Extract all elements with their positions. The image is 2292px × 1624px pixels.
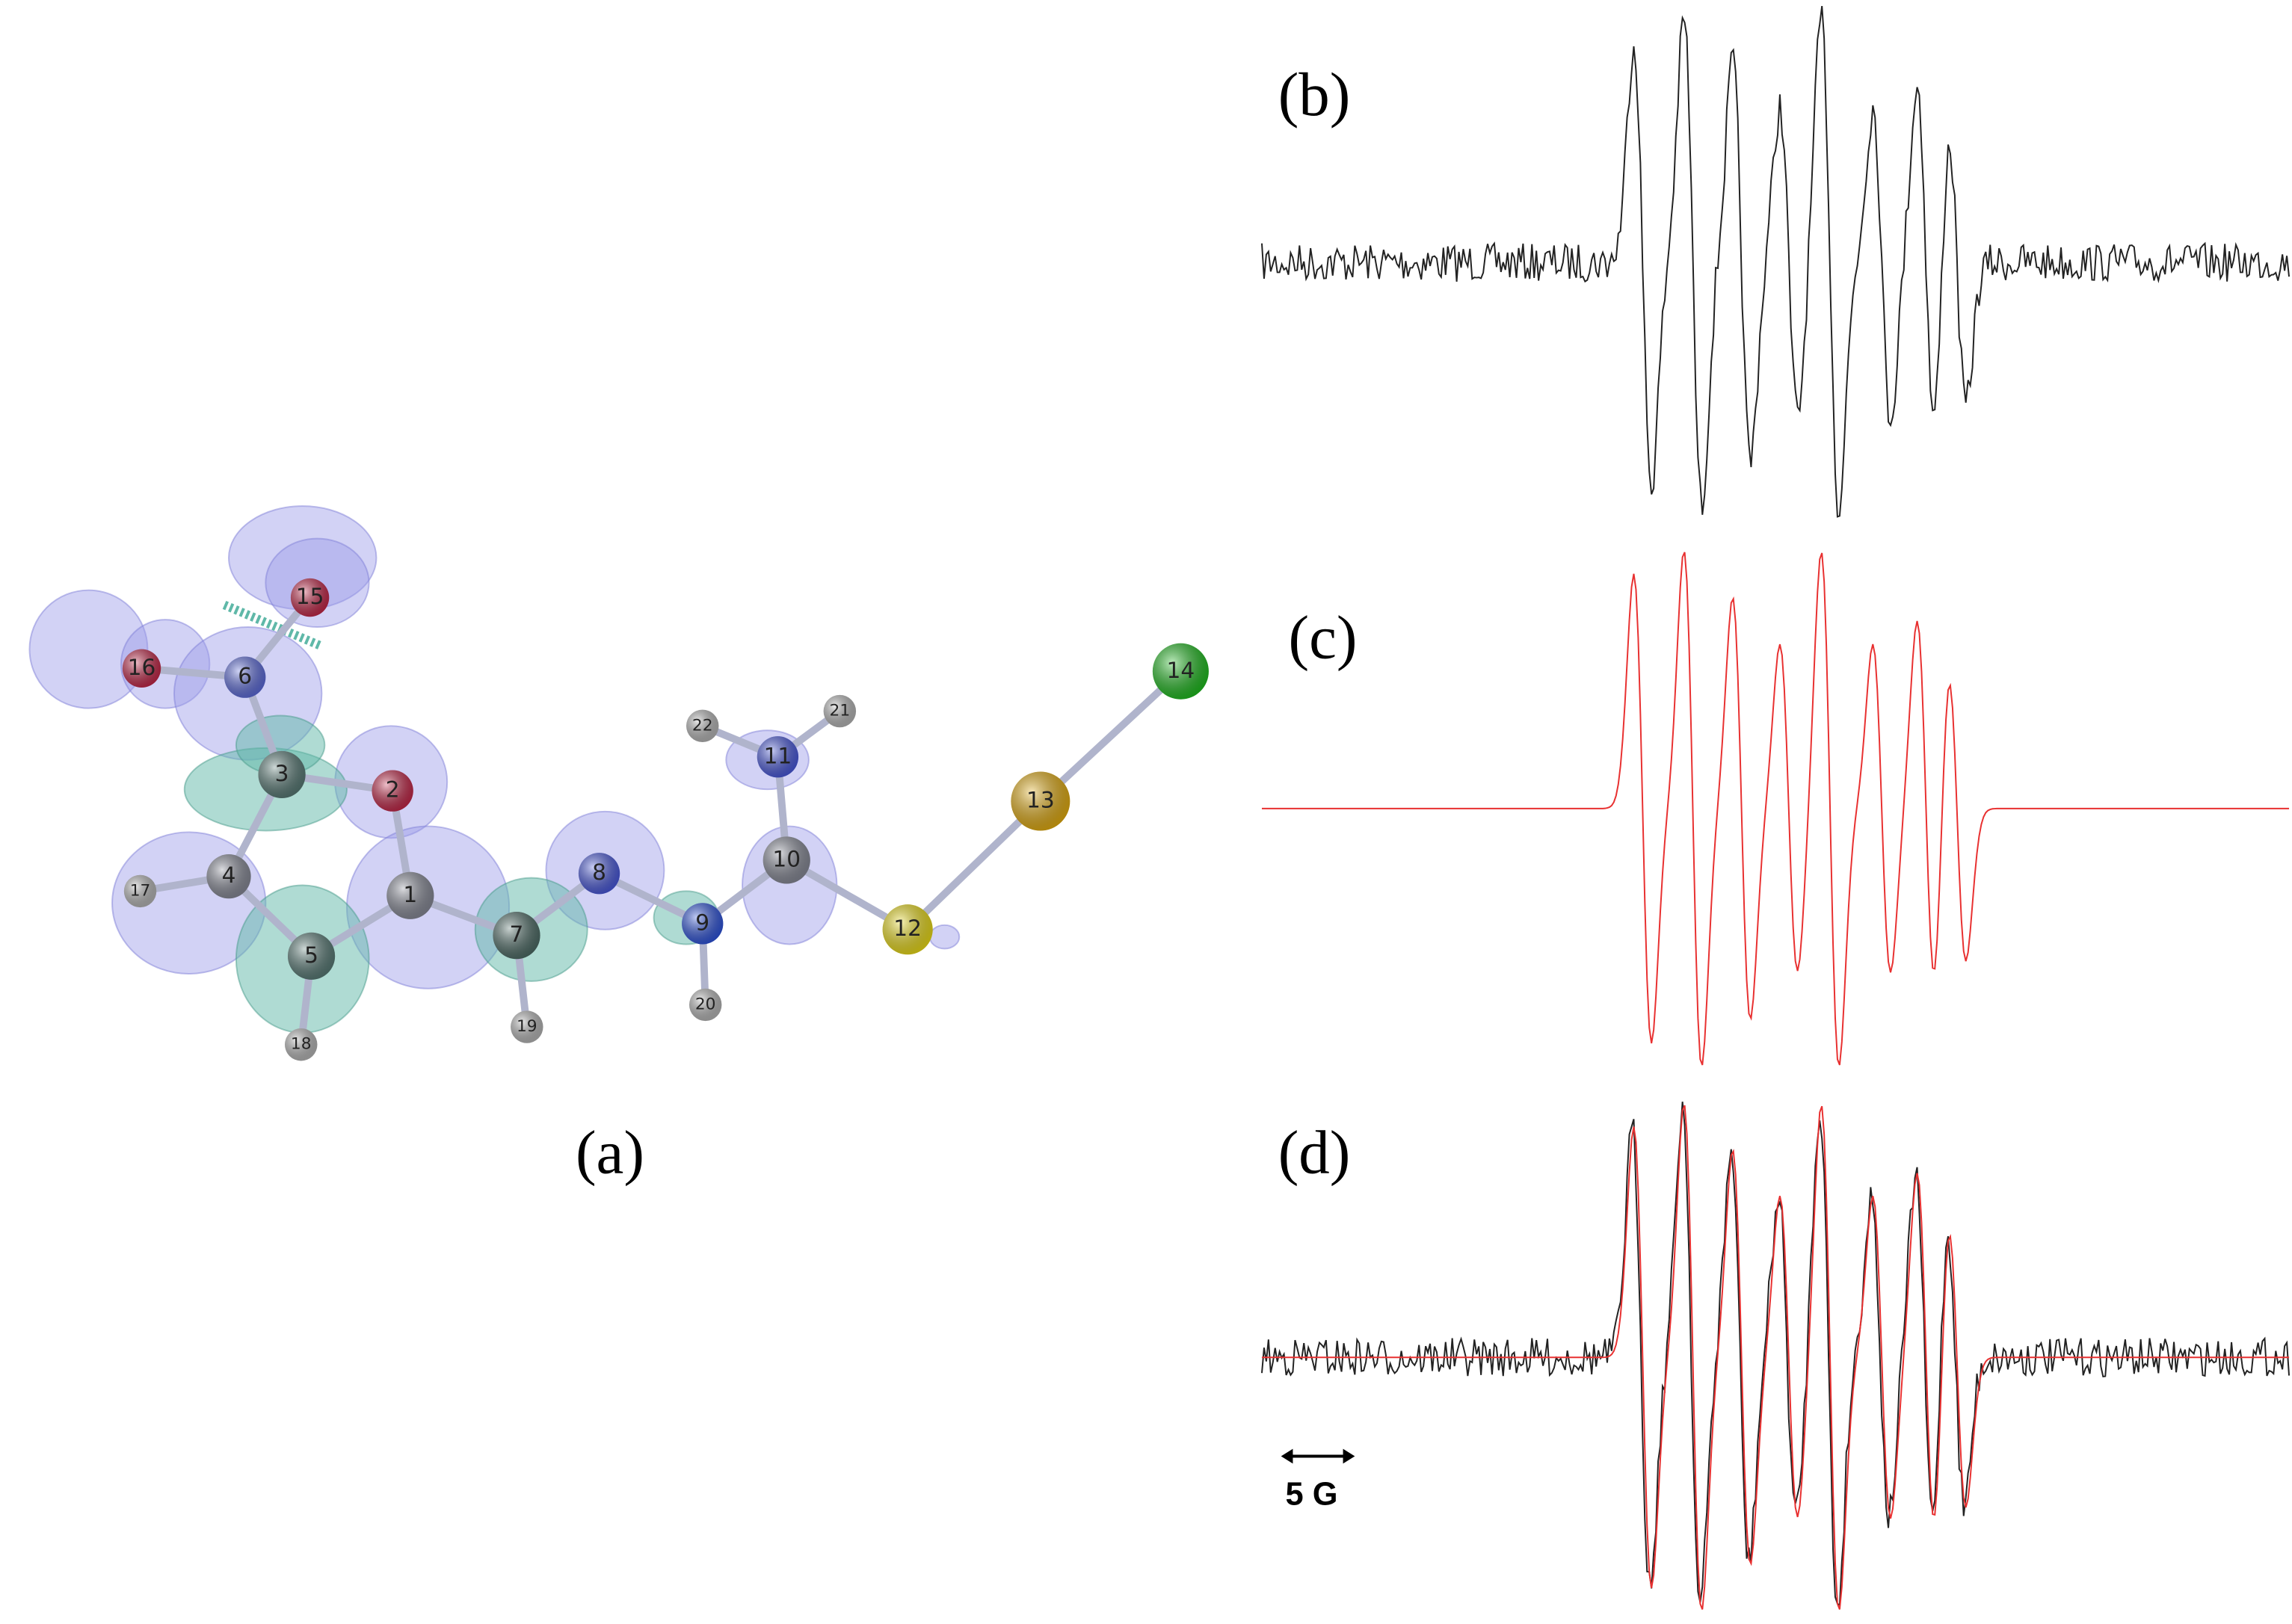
panel-label: (c) [1289, 602, 1358, 671]
atom-shade [287, 932, 336, 980]
atom-label: 11 [764, 743, 792, 768]
lobe [928, 924, 961, 950]
atom-label: 18 [291, 1035, 312, 1054]
spectrum [1260, 5, 2291, 518]
spectra [1260, 5, 2291, 1610]
atom-label: 10 [772, 846, 801, 871]
atom-label: 13 [1026, 787, 1055, 812]
atom-shade [123, 874, 157, 908]
atom-shade [1011, 771, 1070, 831]
atom-label: 8 [592, 859, 606, 885]
spin-density [28, 505, 961, 1034]
atom-label: 19 [517, 1017, 537, 1036]
atom-label: 14 [1167, 658, 1195, 683]
atom-label: 6 [238, 664, 252, 689]
atom-shade [285, 1028, 318, 1061]
atom-label: 15 [296, 584, 324, 609]
atom-shade [372, 770, 413, 812]
atom-shade [757, 736, 799, 778]
atom-shade [224, 656, 266, 698]
atom-shade [682, 903, 724, 945]
atom-shade [686, 709, 719, 743]
scale-bar: 5 G [1281, 1448, 1355, 1513]
atom-label: 16 [128, 655, 156, 680]
lobe [28, 589, 149, 709]
atom-label: 9 [695, 910, 709, 935]
atom-label: 7 [510, 921, 524, 947]
bond [1036, 667, 1185, 805]
atom-label: 4 [222, 862, 236, 888]
spectrum [1261, 1105, 2290, 1610]
bond [904, 797, 1044, 933]
atom-shade [823, 694, 857, 728]
atom-label: 17 [130, 881, 151, 900]
atom-label: 2 [386, 777, 400, 803]
atom-shade [511, 1010, 543, 1043]
atom-shade [386, 871, 434, 919]
atom-shade [763, 836, 810, 884]
atom-shade [258, 750, 306, 799]
spectrum [1261, 552, 2290, 1066]
panel-label: (a) [576, 1117, 644, 1186]
atom-label: 1 [403, 882, 417, 907]
atom-label: 5 [304, 942, 318, 968]
atom-label: 12 [893, 916, 922, 941]
scale-label: 5 G [1286, 1477, 1338, 1513]
atom-shade [578, 853, 620, 895]
atom-shade [493, 912, 540, 960]
atom-shade [290, 578, 330, 617]
atom-shade [122, 649, 161, 688]
atom-label: 22 [692, 716, 713, 735]
spectrum [1260, 1102, 2291, 1607]
panel-label: (b) [1278, 60, 1351, 129]
atom-shade [688, 988, 722, 1022]
atom-shade [1152, 643, 1209, 700]
atom-label: 20 [695, 995, 716, 1013]
atom-shade [882, 904, 933, 955]
atom-label: 21 [830, 702, 851, 720]
atom-shade [206, 854, 251, 899]
atom-label: 3 [275, 761, 289, 786]
panel-label: (d) [1278, 1117, 1351, 1186]
